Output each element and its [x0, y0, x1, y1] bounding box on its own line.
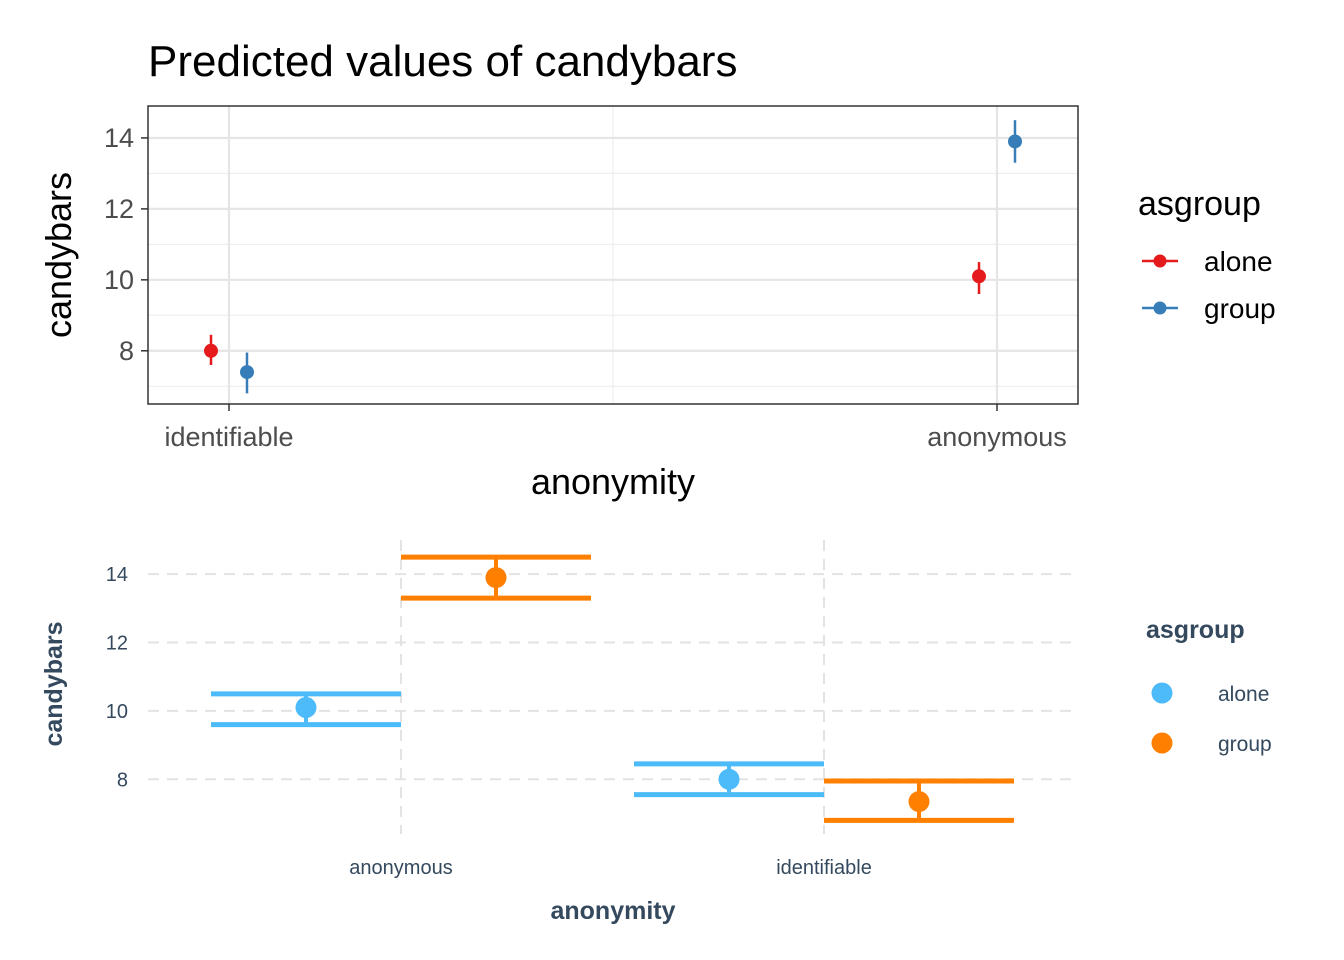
- chart-1-legend-title: asgroup: [1138, 185, 1261, 223]
- chart-1-legend-label-alone: alone: [1204, 246, 1273, 277]
- chart-2-x-tick-label: identifiable: [776, 857, 872, 879]
- chart-1-x-ticks: identifiable anonymous: [164, 404, 1067, 452]
- chart-2-x-tick-label: anonymous: [349, 857, 452, 879]
- chart-1-panel-border: [147, 105, 1079, 405]
- chart-1-x-tick-label: anonymous: [927, 422, 1067, 452]
- chart-2-y-tick-label: 8: [117, 769, 128, 791]
- chart-1-point-group: [240, 365, 254, 380]
- chart-1-legend: alone group: [1142, 246, 1276, 324]
- chart-1-point-group: [1008, 134, 1022, 149]
- chart-2-x-axis-title: anonymity: [550, 897, 675, 925]
- chart-2-legend-label-group: group: [1218, 733, 1272, 756]
- chart-2-legend-label-alone: alone: [1218, 683, 1269, 706]
- chart-1-y-tick-label: 10: [104, 265, 134, 295]
- chart-1-y-axis-title: candybars: [38, 172, 79, 338]
- chart-2-y-axis-title: candybars: [40, 621, 68, 746]
- chart-1: Predicted values of candybars 8 10 12 14 id…: [38, 37, 1276, 502]
- chart-1-title: Predicted values of candybars: [148, 37, 737, 86]
- chart-1-point-alone: [204, 343, 218, 358]
- chart-1-marks: [204, 120, 1022, 394]
- chart-2-point-group: [908, 791, 930, 813]
- chart-1-point-alone: [972, 269, 986, 284]
- chart-1-y-tick-label: 12: [104, 194, 134, 224]
- chart-1-legend-swatch-group: [1153, 301, 1167, 315]
- chart-2-legend: alone group: [1151, 682, 1272, 756]
- chart-1-y-tick-label: 8: [119, 336, 134, 366]
- chart-2-y-tick-label: 14: [106, 564, 128, 586]
- chart-2-legend-title: asgroup: [1146, 616, 1245, 644]
- chart-1-legend-swatch-alone: [1153, 254, 1167, 268]
- chart-2-point-group: [485, 567, 507, 589]
- chart-1-gridlines: [148, 106, 1078, 404]
- chart-2-legend-swatch-alone: [1151, 682, 1173, 704]
- chart-2-point-alone: [718, 768, 740, 790]
- chart-2-y-ticks: 8 10 12 14: [106, 564, 128, 791]
- chart-2-point-alone: [295, 697, 317, 719]
- chart-1-x-axis-title: anonymity: [531, 461, 695, 502]
- chart-2-y-tick-label: 12: [106, 633, 128, 655]
- chart-1-x-tick-label: identifiable: [164, 422, 293, 452]
- chart-2-marks: [211, 554, 1014, 823]
- chart-2-legend-swatch-group: [1151, 732, 1173, 754]
- chart-1-legend-label-group: group: [1204, 293, 1276, 324]
- chart-1-y-tick-label: 14: [104, 123, 134, 153]
- chart-2-x-ticks: anonymous identifiable: [349, 857, 872, 879]
- chart-2-gridlines: [148, 540, 1078, 834]
- chart-2-y-tick-label: 10: [106, 701, 128, 723]
- chart-1-y-ticks: 8 10 12 14: [104, 123, 148, 366]
